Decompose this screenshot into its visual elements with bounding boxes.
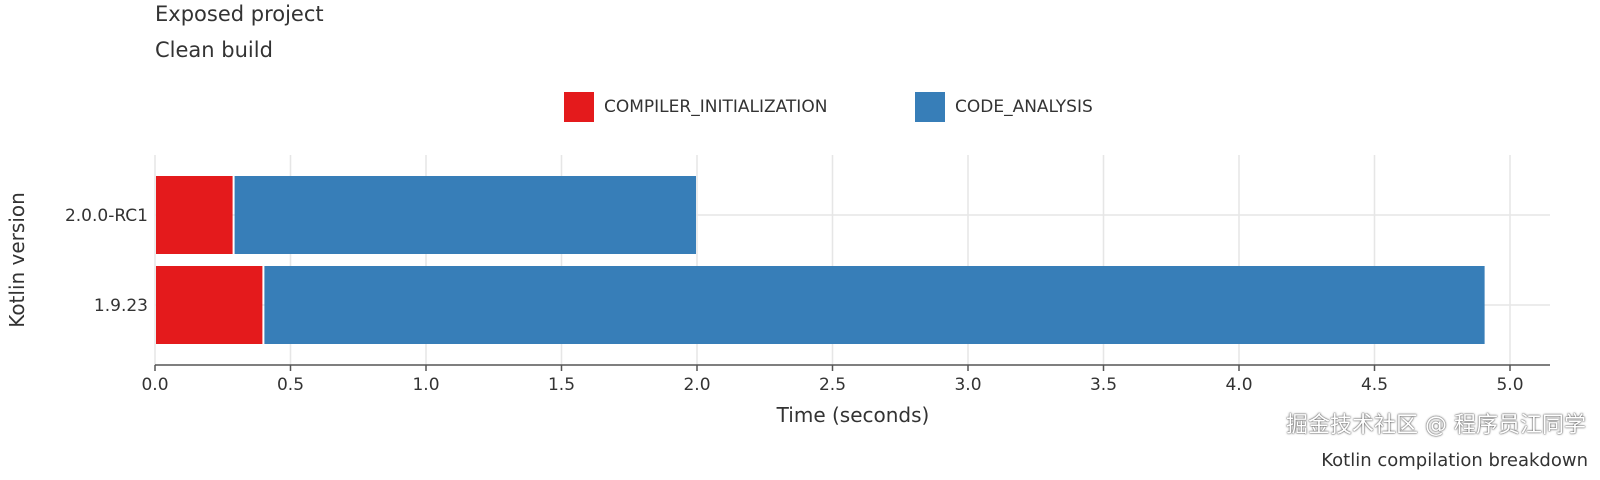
y-tick-label: 2.0.0-RC1 [65,206,148,226]
x-tick-label: 2.0 [683,375,710,395]
bar-code-analysis [264,266,1485,344]
legend-item-compiler-initialization: COMPILER_INITIALIZATION [564,92,827,122]
bar-compiler-initialization [156,266,263,344]
x-tick-label: 4.5 [1361,375,1388,395]
legend-label: COMPILER_INITIALIZATION [604,97,828,117]
x-tick-label: 5.0 [1496,375,1523,395]
x-tick-label: 3.5 [1090,375,1117,395]
bar-code-analysis [234,176,696,254]
chart-subtitle: Clean build [155,38,273,62]
legend-swatch [915,92,945,122]
chart-title: Exposed project [155,2,324,26]
chart-caption: Kotlin compilation breakdown [1321,450,1588,471]
x-tick-label: 2.5 [819,375,846,395]
y-tick-label: 1.9.23 [94,296,148,316]
x-tick-label: 0.0 [141,375,168,395]
x-tick-label: 0.5 [277,375,304,395]
watermark: 掘金技术社区 @ 程序员江同学 [1286,413,1586,438]
legend-label: CODE_ANALYSIS [955,97,1093,117]
bar-compiler-initialization [156,176,233,254]
x-tick-label: 1.0 [412,375,439,395]
x-axis-title: Time (seconds) [776,403,930,427]
y-axis-title: Kotlin version [5,192,29,328]
x-tick-label: 4.0 [1225,375,1252,395]
x-tick-label: 1.5 [548,375,575,395]
legend-item-code-analysis: CODE_ANALYSIS [915,92,1093,122]
x-tick-label: 3.0 [954,375,981,395]
legend-swatch [564,92,594,122]
